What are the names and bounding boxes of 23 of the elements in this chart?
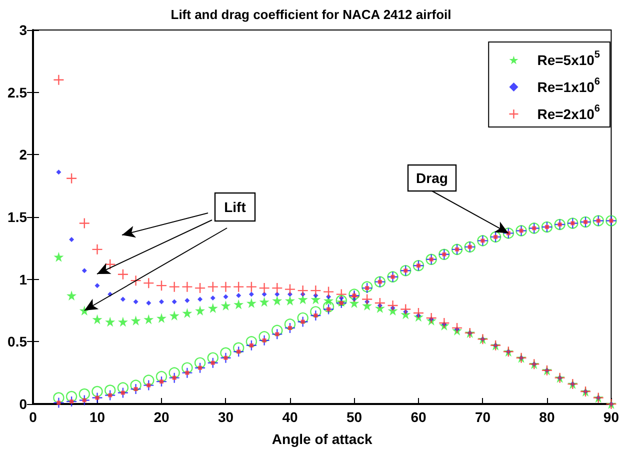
x-tick-label: 0 <box>29 409 38 425</box>
y-tick-label: 3 <box>19 22 28 38</box>
chart-title: Lift and drag coefficient for NACA 2412 airfoil <box>170 7 452 22</box>
x-tick-label: 20 <box>154 409 170 425</box>
note-box: Drag <box>407 164 457 192</box>
note-box: Lift <box>214 192 256 222</box>
x-tick-label: 50 <box>346 409 362 425</box>
y-tick-label: 1 <box>19 271 28 288</box>
y-tick-label: 0 <box>19 396 28 412</box>
y-tick-label: 2.5 <box>8 84 28 100</box>
x-tick-label: 70 <box>474 409 491 425</box>
x-tick-label: 40 <box>282 409 298 425</box>
annotation: Drag <box>416 170 448 186</box>
x-tick-label: 10 <box>89 409 106 425</box>
y-tick-label: 2 <box>19 146 28 163</box>
x-tick-label: 60 <box>410 409 426 425</box>
x-axis-title: Angle of attack <box>272 431 372 447</box>
x-tick-label: 30 <box>218 409 234 425</box>
y-tick-label: 0.5 <box>8 334 28 350</box>
x-tick-label: 90 <box>603 409 620 425</box>
annotation: Lift <box>224 199 246 215</box>
x-tick-label: 80 <box>539 409 555 425</box>
y-tick-label: 1.5 <box>8 209 28 225</box>
